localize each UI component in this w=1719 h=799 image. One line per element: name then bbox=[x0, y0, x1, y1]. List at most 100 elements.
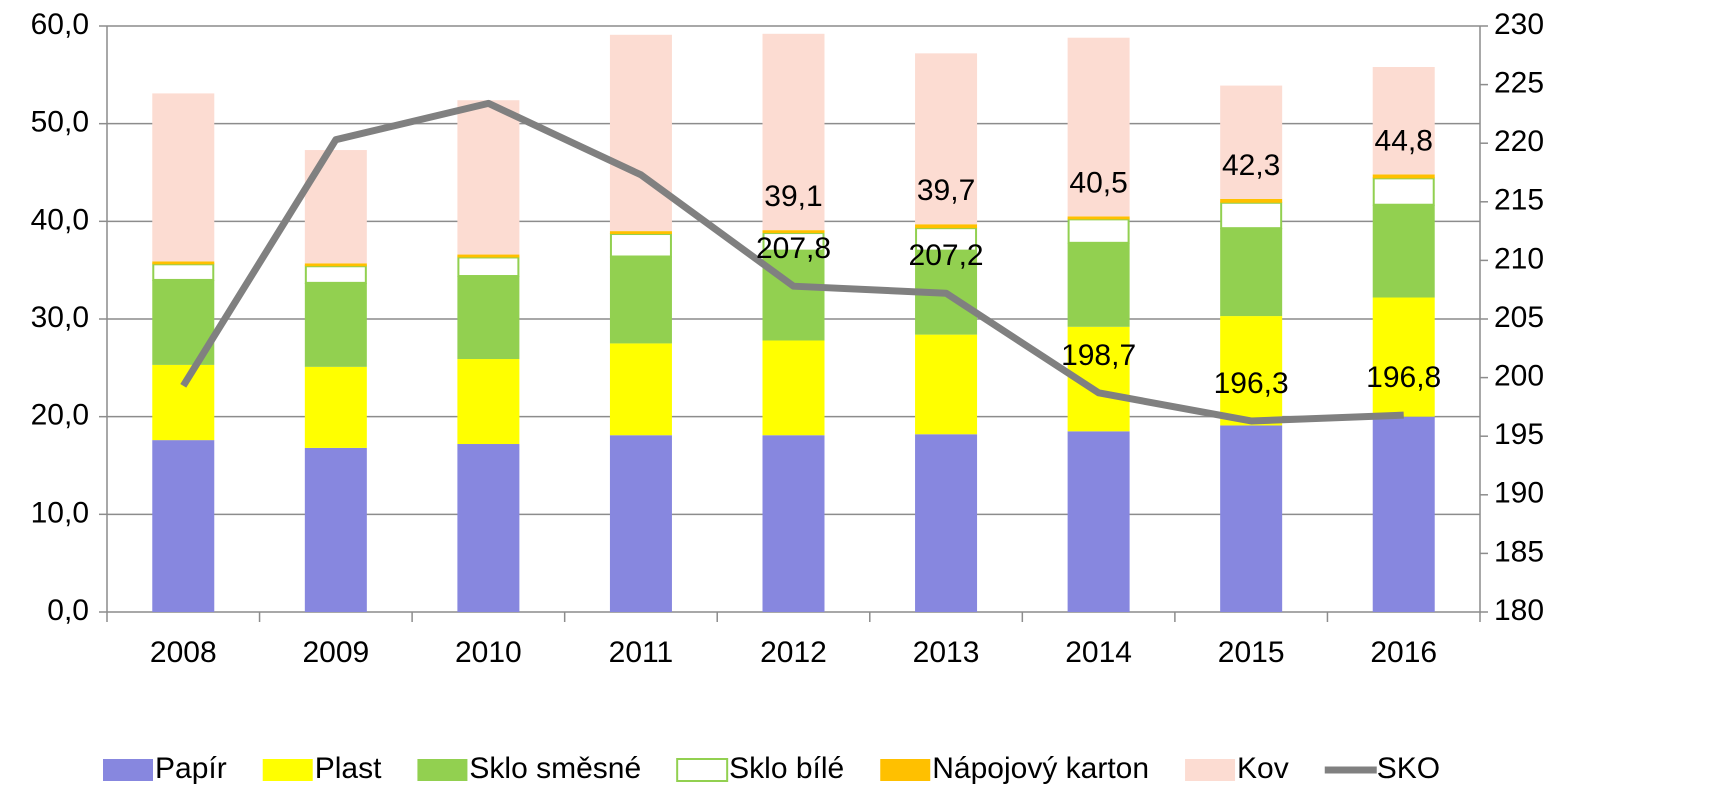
bar-segment bbox=[762, 340, 825, 436]
y-tick-label: 10,0 bbox=[31, 496, 89, 529]
y-tick-label: 40,0 bbox=[31, 203, 89, 236]
x-tick-label: 2008 bbox=[150, 636, 217, 669]
bar-segment bbox=[1220, 201, 1283, 230]
bar-segment bbox=[457, 359, 520, 445]
x-tick-label: 2013 bbox=[913, 636, 980, 669]
x-tick-label: 2015 bbox=[1218, 636, 1285, 669]
y2-tick-label: 230 bbox=[1494, 8, 1544, 41]
bar-segment bbox=[915, 334, 978, 435]
line bbox=[180, 99, 1404, 425]
bar-segment bbox=[1372, 174, 1435, 179]
bar-segment bbox=[609, 231, 672, 235]
x-tick-label: 2011 bbox=[609, 636, 674, 669]
bar-segment bbox=[1067, 242, 1130, 327]
y-tick-label: 50,0 bbox=[31, 106, 89, 139]
legend-label: Sklo směsné bbox=[469, 752, 641, 785]
bar-segment bbox=[915, 434, 978, 612]
y2-tick-label: 200 bbox=[1494, 360, 1544, 393]
y2-tick-label: 225 bbox=[1494, 67, 1544, 100]
x-tick-label: 2012 bbox=[760, 636, 827, 669]
total-label: 42,3 bbox=[1222, 149, 1280, 182]
bar-segment bbox=[1067, 218, 1130, 244]
y2-tick-label: 185 bbox=[1494, 535, 1544, 568]
bar-segment bbox=[609, 34, 672, 232]
bar-segment bbox=[609, 435, 672, 612]
bar-segment bbox=[609, 343, 672, 436]
bar-segment bbox=[1220, 85, 1283, 199]
bar-segment bbox=[304, 447, 367, 612]
bar-segment bbox=[152, 261, 215, 265]
bar-segment bbox=[1220, 228, 1283, 317]
bar-segment bbox=[762, 230, 825, 234]
bar-segment bbox=[304, 265, 367, 284]
y-tick-label: 20,0 bbox=[31, 399, 89, 432]
x-tick-label: 2010 bbox=[455, 636, 522, 669]
bar-segment bbox=[1220, 316, 1283, 426]
legend-label: Nápojový karton bbox=[932, 752, 1149, 785]
y-tick-label: 30,0 bbox=[31, 301, 89, 334]
legend-label: Plast bbox=[315, 752, 382, 785]
bar-segment bbox=[457, 256, 520, 278]
data-label: 207,8 bbox=[756, 232, 831, 265]
legend-swatch bbox=[103, 759, 153, 781]
y2-tick-label: 210 bbox=[1494, 242, 1544, 275]
bar-segment bbox=[457, 444, 520, 612]
bar-segment bbox=[1372, 416, 1435, 612]
bar-segment bbox=[457, 276, 520, 360]
bar-segment bbox=[609, 233, 672, 258]
bar-segment bbox=[762, 250, 825, 341]
data-label: 196,3 bbox=[1214, 367, 1289, 400]
legend-swatch bbox=[1185, 759, 1236, 781]
x-tick-label: 2016 bbox=[1370, 636, 1437, 669]
total-label: 39,1 bbox=[764, 180, 822, 213]
data-label: 196,8 bbox=[1366, 361, 1441, 394]
total-label: 44,8 bbox=[1375, 124, 1433, 157]
y2-tick-label: 195 bbox=[1494, 418, 1544, 451]
y2-tick-label: 215 bbox=[1494, 184, 1544, 217]
bar-segment bbox=[152, 364, 215, 441]
bar-segment bbox=[1372, 297, 1435, 417]
bar-segment bbox=[152, 93, 215, 262]
bar-segment bbox=[1067, 431, 1130, 612]
bar-segment bbox=[304, 150, 367, 264]
bar-segment bbox=[1067, 37, 1130, 217]
total-label: 39,7 bbox=[917, 174, 975, 207]
y2-tick-label: 205 bbox=[1494, 301, 1544, 334]
y2-tick-label: 220 bbox=[1494, 125, 1544, 158]
bar-segment bbox=[457, 100, 520, 255]
data-label: 207,2 bbox=[909, 239, 984, 272]
legend-swatch bbox=[262, 759, 313, 781]
legend-label: Sklo bílé bbox=[729, 752, 844, 785]
y-tick-label: 60,0 bbox=[31, 8, 89, 41]
bar-segment bbox=[152, 440, 215, 612]
bar-segment bbox=[1372, 177, 1435, 206]
bar-segment bbox=[1220, 425, 1283, 612]
bar-segment bbox=[762, 33, 825, 231]
bar-segment bbox=[304, 263, 367, 267]
data-label: 198,7 bbox=[1061, 339, 1136, 372]
y2-tick-label: 190 bbox=[1494, 477, 1544, 510]
bar-segment bbox=[457, 254, 520, 258]
bar-segment bbox=[915, 224, 978, 229]
bar-segment bbox=[1372, 67, 1435, 175]
legend-label: Papír bbox=[155, 752, 227, 785]
legend-label: Kov bbox=[1237, 752, 1289, 785]
bar-segment bbox=[304, 366, 367, 448]
bar-segment bbox=[1067, 216, 1130, 220]
legend-swatch bbox=[880, 759, 931, 781]
y-tick-label: 0,0 bbox=[47, 594, 89, 627]
legend-swatch bbox=[417, 759, 468, 781]
legend-swatch bbox=[676, 758, 729, 782]
x-tick-label: 2009 bbox=[302, 636, 369, 669]
bar-segment bbox=[152, 263, 215, 281]
bar-segment bbox=[304, 282, 367, 367]
total-label: 40,5 bbox=[1069, 166, 1127, 199]
y2-tick-label: 180 bbox=[1494, 594, 1544, 627]
bar-segment bbox=[609, 256, 672, 344]
bar-segment bbox=[1372, 204, 1435, 298]
legend-label: SKO bbox=[1377, 752, 1440, 785]
bar-segment bbox=[762, 435, 825, 612]
bar-segment bbox=[915, 53, 978, 225]
x-tick-label: 2014 bbox=[1065, 636, 1132, 669]
